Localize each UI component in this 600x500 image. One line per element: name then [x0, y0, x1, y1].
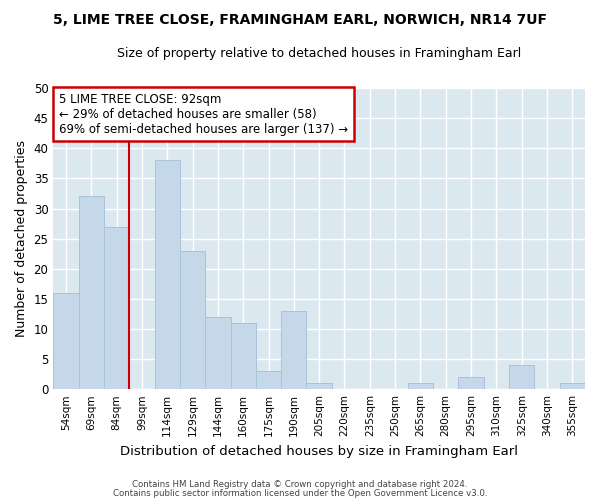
Text: Contains HM Land Registry data © Crown copyright and database right 2024.: Contains HM Land Registry data © Crown c…	[132, 480, 468, 489]
Y-axis label: Number of detached properties: Number of detached properties	[15, 140, 28, 337]
Bar	[79, 196, 104, 389]
Bar	[560, 383, 585, 389]
Bar	[104, 226, 129, 389]
Bar	[509, 365, 535, 389]
Bar	[205, 317, 230, 389]
Text: 5 LIME TREE CLOSE: 92sqm
← 29% of detached houses are smaller (58)
69% of semi-d: 5 LIME TREE CLOSE: 92sqm ← 29% of detach…	[59, 92, 348, 136]
X-axis label: Distribution of detached houses by size in Framingham Earl: Distribution of detached houses by size …	[120, 444, 518, 458]
Bar	[458, 377, 484, 389]
Bar	[256, 371, 281, 389]
Title: Size of property relative to detached houses in Framingham Earl: Size of property relative to detached ho…	[117, 48, 521, 60]
Bar	[408, 383, 433, 389]
Text: 5, LIME TREE CLOSE, FRAMINGHAM EARL, NORWICH, NR14 7UF: 5, LIME TREE CLOSE, FRAMINGHAM EARL, NOR…	[53, 12, 547, 26]
Text: Contains public sector information licensed under the Open Government Licence v3: Contains public sector information licen…	[113, 489, 487, 498]
Bar	[281, 311, 307, 389]
Bar	[180, 250, 205, 389]
Bar	[230, 323, 256, 389]
Bar	[307, 383, 332, 389]
Bar	[155, 160, 180, 389]
Bar	[53, 293, 79, 389]
